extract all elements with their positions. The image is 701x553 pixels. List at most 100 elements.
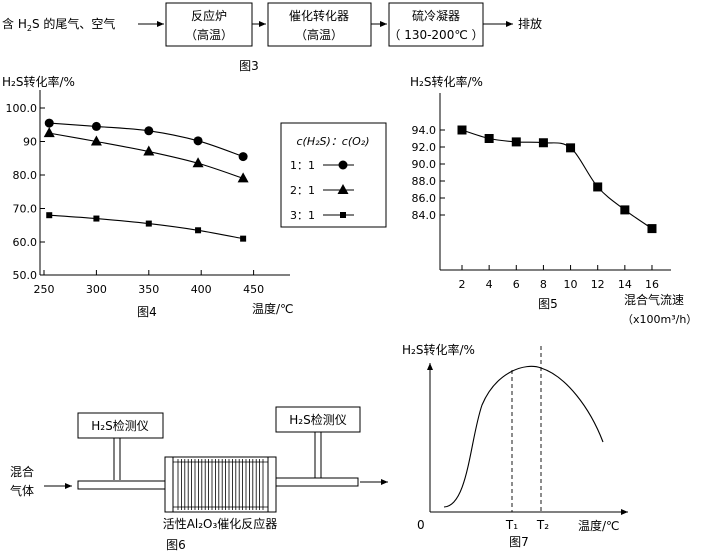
fig6-inlet-label: 混合	[10, 464, 34, 479]
fig4-legend: c(H₂S)：c(O₂) 1：1 2：1 3：1	[280, 122, 387, 228]
fig5-series-point	[538, 138, 548, 148]
fig6-apparatus: H₂S检测仪 H₂S检测仪 混合 气体 活性Al₂O₃催化反应器 图6	[10, 406, 388, 552]
fig5-series-point	[620, 205, 630, 215]
fig6-reactor	[164, 456, 277, 513]
fig4-ytick-label: 90	[23, 136, 37, 149]
fig7-xlabel: 温度/℃	[578, 518, 620, 533]
fig4-legend-label-1: 1：1	[290, 159, 315, 172]
fig5-series-point	[566, 143, 576, 153]
fig4-series-3-point	[240, 235, 247, 242]
fig4-ytick-label: 70.0	[13, 203, 38, 216]
fig5-series-point	[647, 224, 657, 234]
fig4-legend-label-3: 3：1	[290, 209, 315, 222]
fig4-xtick-label: 250	[34, 283, 55, 296]
fig3-caption: 图3	[239, 59, 259, 73]
fig5-ytick-label: 88.0	[412, 175, 437, 188]
fig4-series-2-point	[43, 127, 55, 138]
fig5-ytick-label: 90.0	[412, 158, 437, 171]
fig4-legend-marker-3	[340, 212, 346, 218]
fig3-box-catalytic-label: 催化转化器	[289, 8, 349, 23]
fig6-caption: 图6	[166, 538, 186, 552]
fig5-series-point	[593, 182, 603, 192]
fig6-reactor-flange-right	[267, 456, 277, 513]
fig6-detector-left-label: H₂S检测仪	[91, 418, 148, 433]
fig4-series-1-point	[91, 121, 101, 131]
fig3-box-condenser-sublabel: （ 130-200℃ ）	[388, 28, 483, 42]
fig6-inlet-label-2: 气体	[10, 483, 34, 498]
fig4-caption: 图4	[137, 305, 157, 319]
fig4-series-3-point	[145, 220, 152, 227]
fig3-flowchart: 含 H2S 的尾气、空气 反应炉 （高温） 催化转化器 （高温） 硫冷凝器 （ …	[2, 2, 542, 73]
fig4-ylabel: H₂S转化率/%	[2, 74, 75, 89]
fig3-box-reactor-sublabel: （高温）	[185, 27, 233, 42]
fig5-xtick-label: 8	[540, 278, 547, 291]
fig7-ylabel: H₂S转化率/%	[402, 342, 475, 357]
fig3-box-catalytic	[267, 2, 372, 47]
fig4-legend-marker-2	[337, 184, 349, 194]
fig5-xtick-label: 16	[645, 278, 659, 291]
fig4-series-3-point	[93, 215, 100, 222]
fig6-detector-right	[275, 406, 361, 433]
fig4-series-1-point	[193, 136, 203, 146]
fig4-ytick-label: 80.0	[13, 169, 38, 182]
fig4-legend-header: c(H₂S)：c(O₂)	[297, 135, 370, 148]
fig5-xtick-label: 10	[564, 278, 578, 291]
fig4-legend-box	[280, 122, 387, 228]
fig4-series-2-point	[143, 145, 155, 156]
fig4-xtick-label: 450	[243, 283, 264, 296]
fig3-output-label: 排放	[518, 16, 542, 31]
fig5-xtick-label: 4	[486, 278, 493, 291]
fig7-origin-label: 0	[417, 518, 425, 532]
fig3-box-condenser	[388, 2, 484, 47]
fig4-series-3-point	[195, 227, 202, 234]
fig4-series-2-point	[90, 135, 102, 146]
fig5-chart: H₂S转化率/% 84.0 86.0 88.0 90.0 92.0 94.0 2 4 6 8 10…	[410, 74, 697, 326]
fig5-xtick-label: 12	[591, 278, 605, 291]
fig5-ytick-label: 92.0	[412, 141, 437, 154]
fig6-reactor-label: 活性Al₂O₃催化反应器	[163, 516, 278, 531]
fig5-xlabel: 混合气流速	[624, 292, 684, 307]
fig5-ytick-label: 86.0	[412, 192, 437, 205]
fig7-t2-label: T₂	[536, 518, 549, 532]
fig4-xlabel: 温度/℃	[252, 301, 294, 316]
fig4-xtick-label: 400	[191, 283, 212, 296]
fig4-series-2-point	[237, 172, 249, 183]
fig6-reactor-body	[171, 456, 270, 513]
fig4-chart: H₂S转化率/% 50.0 60.0 70.0 80.0 90 100.0 250 300 3…	[2, 74, 387, 319]
fig5-xlabel-unit: （x100m³/h）	[622, 313, 697, 326]
fig6-detector-right-label: H₂S检测仪	[289, 412, 346, 427]
fig5-ylabel: H₂S转化率/%	[410, 74, 483, 89]
fig3-box-reactor-label: 反应炉	[191, 8, 227, 23]
fig5-series-point	[511, 137, 521, 147]
fig5-series-point	[484, 134, 494, 143]
fig3-box-condenser-label: 硫冷凝器	[412, 8, 460, 23]
fig5-ytick-label: 94.0	[412, 124, 437, 137]
fig4-ytick-label: 100.0	[6, 102, 38, 115]
fig6-reactor-flange-left	[164, 456, 174, 513]
fig5-xtick-label: 14	[618, 278, 632, 291]
fig4-legend-marker-1	[338, 160, 348, 170]
fig4-ytick-label: 60.0	[13, 236, 38, 249]
fig3-input-label: 含 H2S 的尾气、空气	[2, 16, 115, 33]
fig7-curve	[443, 365, 604, 508]
fig7-chart: H₂S转化率/% 0 T₁ T₂ 温度/℃ 图7	[402, 342, 628, 549]
fig5-caption: 图5	[538, 297, 558, 311]
fig4-series-1-point	[238, 152, 248, 162]
fig4-series-3-point	[46, 212, 53, 219]
fig4-series-line-2	[49, 132, 244, 179]
fig6-detector-left	[77, 412, 164, 439]
fig4-series-1-point	[144, 126, 154, 136]
fig4-series-2-point	[192, 157, 204, 168]
fig4-ytick-label: 50.0	[13, 269, 38, 282]
fig3-box-catalytic-sublabel: （高温）	[295, 27, 343, 42]
fig4-xtick-label: 350	[138, 283, 159, 296]
fig4-series-1-point	[44, 118, 54, 128]
fig7-caption: 图7	[509, 535, 529, 549]
fig5-xtick-label: 2	[459, 278, 466, 291]
fig4-xtick-label: 300	[86, 283, 107, 296]
fig4-legend-label-2: 2：1	[290, 184, 315, 197]
fig4-series-line-3	[49, 214, 244, 240]
fig5-ytick-label: 84.0	[412, 209, 437, 222]
fig6-pipe-in	[77, 480, 175, 490]
